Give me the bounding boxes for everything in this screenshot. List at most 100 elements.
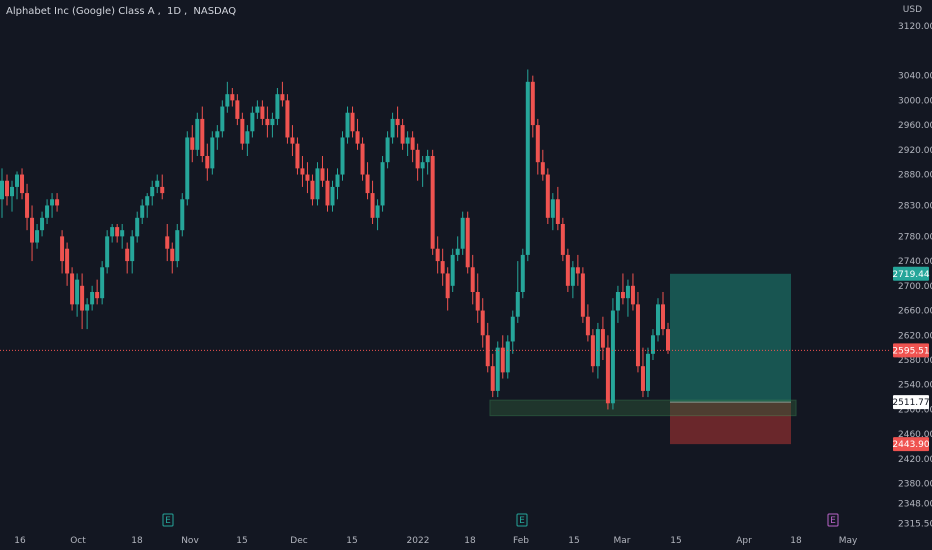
candle-body bbox=[205, 156, 210, 169]
candle bbox=[325, 168, 330, 212]
candle-body bbox=[575, 267, 580, 274]
price-tag-current: 2595.51 bbox=[892, 343, 930, 358]
candle-body bbox=[175, 230, 180, 262]
candle-body bbox=[480, 310, 485, 336]
price-tag-stop: 2443.90 bbox=[892, 437, 930, 452]
candle bbox=[360, 137, 365, 181]
time-tick-label: Dec bbox=[290, 536, 307, 546]
candle bbox=[55, 193, 60, 212]
candle-body bbox=[50, 199, 55, 206]
price-tag-bg bbox=[893, 343, 929, 358]
candle-body bbox=[420, 162, 425, 169]
candle-body bbox=[300, 168, 305, 175]
candle bbox=[485, 322, 490, 373]
candle bbox=[565, 248, 570, 292]
candle-body bbox=[585, 316, 590, 336]
candle-body bbox=[20, 174, 25, 194]
candle-body bbox=[40, 217, 45, 231]
stop-zone bbox=[670, 402, 791, 445]
candle bbox=[410, 131, 415, 163]
price-tag-label: 2595.51 bbox=[892, 346, 929, 356]
candle-body bbox=[250, 112, 255, 132]
candle-body bbox=[280, 94, 285, 101]
price-tick-label: 2740.00 bbox=[898, 257, 932, 267]
event-letter: E bbox=[165, 516, 171, 526]
symbol-name: Alphabet Inc (Google) Class A bbox=[6, 6, 155, 17]
candle bbox=[365, 162, 370, 200]
candle bbox=[130, 230, 135, 274]
price-tick-label: 2880.00 bbox=[898, 171, 932, 181]
time-tick-label: Nov bbox=[181, 536, 199, 546]
candle bbox=[295, 137, 300, 175]
candle bbox=[545, 168, 550, 224]
candle-body bbox=[355, 131, 360, 144]
candle-body bbox=[390, 118, 395, 138]
candle bbox=[500, 335, 505, 379]
candle bbox=[20, 168, 25, 200]
candle bbox=[90, 285, 95, 311]
candle-body bbox=[400, 125, 405, 144]
candle-body bbox=[485, 335, 490, 367]
target-zone bbox=[670, 273, 791, 403]
price-tick-label: 2380.00 bbox=[898, 480, 932, 490]
candle bbox=[15, 171, 20, 200]
candle-body bbox=[340, 137, 345, 175]
candle bbox=[5, 174, 10, 206]
candle bbox=[205, 143, 210, 181]
candle bbox=[370, 180, 375, 224]
candle-body bbox=[295, 143, 300, 169]
candle bbox=[110, 224, 115, 243]
candle-body bbox=[90, 292, 95, 305]
candle-body bbox=[620, 292, 625, 299]
candle bbox=[535, 118, 540, 175]
time-tick-label: 15 bbox=[346, 536, 357, 546]
candle bbox=[450, 248, 455, 292]
interval[interactable]: 1D bbox=[166, 6, 182, 17]
candle bbox=[155, 174, 160, 194]
candle bbox=[35, 224, 40, 249]
candle-body bbox=[535, 125, 540, 163]
currency-label[interactable]: USD bbox=[902, 5, 922, 15]
price-tag-target: 2719.44 bbox=[892, 266, 930, 281]
candle-body bbox=[555, 199, 560, 224]
candle-body bbox=[360, 143, 365, 175]
candle bbox=[385, 131, 390, 169]
candle bbox=[60, 230, 65, 274]
candle bbox=[440, 248, 445, 286]
candle bbox=[395, 106, 400, 138]
candle-body bbox=[580, 273, 585, 317]
candle bbox=[165, 224, 170, 262]
time-tick-label: 15 bbox=[236, 536, 247, 546]
candle bbox=[30, 205, 35, 262]
candle-body bbox=[600, 329, 605, 348]
candle-body bbox=[270, 118, 275, 126]
candle-body bbox=[135, 217, 140, 237]
earnings-event-icon: E bbox=[827, 513, 839, 527]
candle bbox=[150, 180, 155, 206]
candle-body bbox=[160, 186, 165, 194]
candle bbox=[135, 211, 140, 243]
candle bbox=[265, 106, 270, 138]
candle-body bbox=[255, 106, 260, 113]
candle bbox=[235, 94, 240, 126]
candle-body bbox=[460, 217, 465, 249]
candle bbox=[645, 347, 650, 398]
earnings-event-icon: E bbox=[162, 513, 174, 527]
time-tick-label: 18 bbox=[464, 536, 476, 546]
candle-body bbox=[200, 118, 205, 156]
candle bbox=[220, 100, 225, 138]
candle bbox=[350, 106, 355, 138]
candle bbox=[620, 273, 625, 305]
support-zone bbox=[489, 399, 797, 417]
candle-body bbox=[370, 193, 375, 218]
candle bbox=[245, 125, 250, 156]
candle bbox=[590, 329, 595, 373]
price-tick-label: 2780.00 bbox=[898, 232, 932, 242]
event-letter: E bbox=[519, 516, 525, 526]
time-tick-label: Oct bbox=[70, 536, 86, 546]
candle bbox=[145, 193, 150, 218]
candle-body bbox=[540, 162, 545, 175]
time-tick-label: 2022 bbox=[407, 536, 430, 546]
candle-body bbox=[80, 285, 85, 311]
